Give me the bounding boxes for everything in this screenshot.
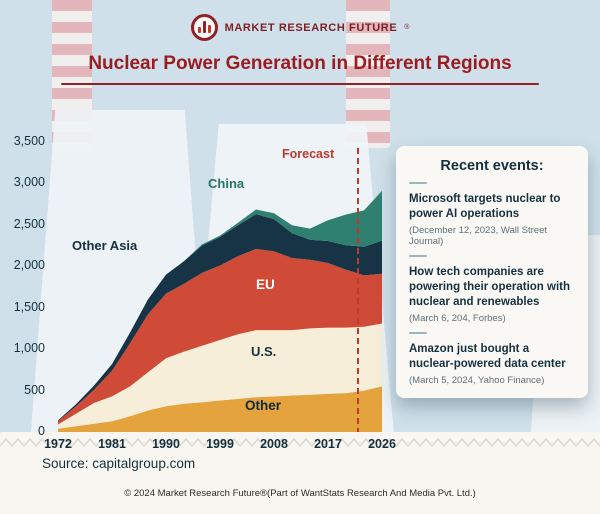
- series-label-china: China: [208, 176, 245, 191]
- series-label-us: U.S.: [251, 344, 277, 359]
- event-source: (March 5, 2024, Yahoo Finance): [409, 374, 545, 386]
- registered-mark: ®: [404, 24, 410, 31]
- y-axis-tick-label: 1,000: [13, 341, 45, 356]
- separator-dash: [409, 331, 427, 334]
- x-axis-tick-label: 1981: [98, 437, 126, 451]
- header: MARKET RESEARCH FUTURE ® Nuclear Power Ge…: [0, 14, 600, 85]
- x-axis-tick-label: 2026: [368, 437, 396, 451]
- series-label-other-asia: Other Asia: [72, 238, 138, 253]
- y-axis-tick-label: 3,500: [13, 134, 45, 148]
- events-title: Recent events:: [440, 158, 544, 174]
- y-axis-tick-label: 1,500: [13, 299, 45, 314]
- title-underline: [61, 83, 539, 85]
- y-axis-tick-label: 2,000: [13, 258, 45, 273]
- x-axis-tick-label: 1990: [152, 437, 180, 451]
- event-source: (December 12, 2023, Wall Street Journal): [409, 224, 547, 247]
- area-china: [58, 190, 382, 421]
- y-axis-tick-label: 500: [24, 382, 45, 397]
- area-u-s-: [58, 323, 382, 429]
- brand-name: MARKET RESEARCH FUTURE: [224, 21, 398, 34]
- page-title: Nuclear Power Generation in Different Re…: [88, 53, 512, 74]
- event-item: Amazon just bought a nuclear-powered dat…: [409, 342, 575, 386]
- area-other-asia: [58, 214, 382, 422]
- recent-events-card: Recent events: Microsoft targets nuclear…: [396, 146, 588, 398]
- separator-dash: [409, 254, 427, 257]
- x-axis-tick-label: 1972: [44, 437, 72, 451]
- forecast-label: Forecast: [282, 147, 335, 161]
- x-axis-tick-label: 2017: [314, 437, 342, 451]
- copyright: © 2024 Market Research Future®(Part of W…: [124, 488, 476, 499]
- event-source: (March 6, 204, Forbes): [409, 312, 506, 324]
- separator-dash: [409, 182, 427, 184]
- x-axis-tick-label: 2008: [260, 437, 288, 451]
- brand-logo-icon: [190, 14, 218, 41]
- y-axis-tick-label: 2,500: [13, 216, 45, 231]
- stacked-area-chart: [58, 148, 382, 432]
- event-title: Microsoft targets nuclear to power AI op…: [409, 193, 561, 220]
- event-title: How tech companies are powering their op…: [409, 265, 570, 308]
- y-axis-tick-label: 0: [38, 424, 45, 438]
- area-eu: [58, 248, 382, 425]
- area-other: [58, 386, 382, 432]
- zigzag-pattern-illustration: [0, 437, 600, 448]
- event-item: Microsoft targets nuclear to power AI op…: [409, 192, 575, 247]
- event-item: How tech companies are powering their op…: [409, 265, 575, 324]
- series-label-other: Other: [245, 398, 282, 413]
- x-axis-tick-label: 1999: [206, 437, 234, 451]
- source-attribution: Source: capitalgroup.com: [42, 456, 196, 471]
- series-label-eu: EU: [256, 277, 275, 292]
- striped-chimney-illustration: [346, 0, 390, 148]
- y-axis-tick-label: 3,000: [13, 175, 45, 190]
- event-title: Amazon just bought a nuclear-powered dat…: [409, 342, 566, 370]
- brand: MARKET RESEARCH FUTURE ®: [0, 14, 600, 41]
